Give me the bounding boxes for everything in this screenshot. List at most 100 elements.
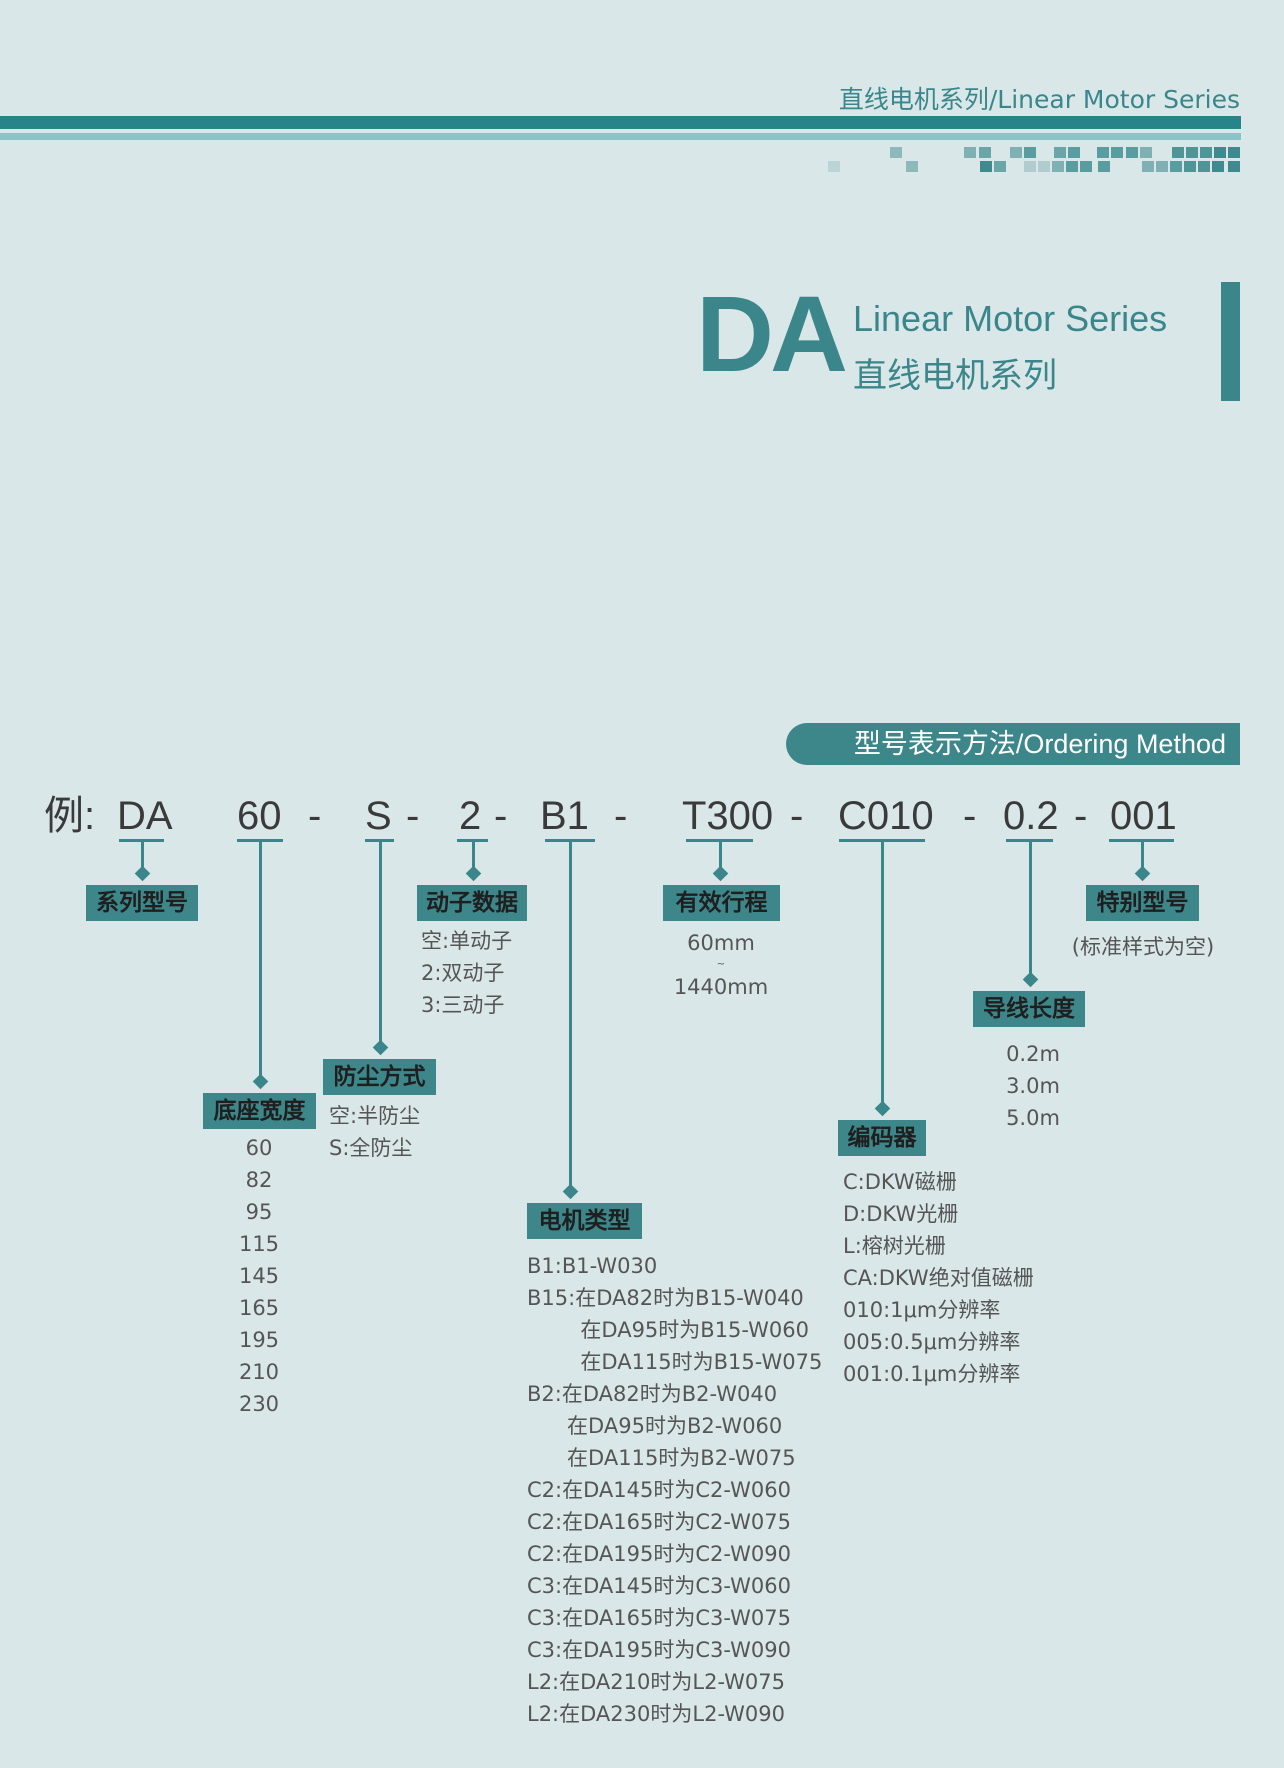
decorative-square: [1198, 161, 1210, 172]
decorative-square: [964, 147, 976, 158]
decorative-square: [1228, 147, 1240, 158]
decorative-square: [1024, 161, 1036, 172]
diamond-marker-icon: [562, 1183, 579, 1200]
diamond-marker-icon: [372, 1039, 389, 1056]
code-part-mover: 2: [459, 794, 482, 838]
series-title-en: Linear Motor Series: [853, 298, 1168, 339]
decorative-square: [1126, 147, 1138, 158]
label-motor-type: 电机类型: [527, 1203, 642, 1239]
diamond-marker-icon: [465, 865, 482, 882]
separator: -: [494, 794, 508, 838]
option-item: 230: [238, 1392, 280, 1416]
label-mover: 动子数据: [417, 885, 527, 921]
connector-line: [259, 840, 262, 1081]
option-item: C3:在DA165时为C3-W075: [527, 1606, 791, 1630]
option-item: 145: [238, 1264, 280, 1288]
option-item: 5.0m: [1006, 1106, 1060, 1130]
option-item: 2:双动子: [421, 961, 505, 985]
code-part-base: 60: [237, 794, 282, 838]
code-part-series: DA: [117, 794, 173, 838]
mover-options: 空:单动子 2:双动子 3:三动子: [421, 925, 512, 1021]
diamond-marker-icon: [134, 865, 151, 882]
decorative-square: [1111, 147, 1123, 158]
option-item: 165: [238, 1296, 280, 1320]
decorative-square: [1142, 161, 1154, 172]
option-item: C2:在DA145时为C2-W060: [527, 1478, 791, 1502]
separator: -: [1074, 794, 1088, 838]
option-item: S:全防尘: [329, 1136, 413, 1160]
motor-type-options: B1:B1-W030 B15:在DA82时为B15-W040 在DA95时为B15…: [527, 1250, 822, 1730]
connector-line: [569, 840, 572, 1191]
connector-line: [1141, 840, 1144, 873]
connector-line: [881, 840, 884, 1108]
option-item: 3.0m: [1006, 1074, 1060, 1098]
decorative-square: [980, 161, 992, 172]
decorative-square: [1054, 147, 1066, 158]
option-item: 空:半防尘: [329, 1104, 421, 1128]
option-item: 0.2m: [1006, 1042, 1060, 1066]
option-item: 95: [245, 1200, 273, 1224]
separator: -: [963, 794, 977, 838]
header-title: 直线电机系列/Linear Motor Series: [838, 85, 1240, 114]
option-item: 在DA95时为B15-W060: [527, 1318, 809, 1342]
special-note: (标准样式为空): [1071, 935, 1215, 959]
code-part-motor: B1: [540, 794, 589, 838]
example-prefix: 例:: [44, 794, 96, 838]
option-item: 210: [238, 1360, 280, 1384]
decorative-square: [1200, 147, 1212, 158]
decorative-square: [1214, 147, 1226, 158]
label-base-width: 底座宽度: [203, 1093, 316, 1129]
option-item: 001:0.1μm分辨率: [843, 1362, 1021, 1386]
code-part-stroke: T300: [682, 794, 774, 838]
separator: -: [406, 794, 420, 838]
decorative-square: [1080, 161, 1092, 172]
decorative-square: [1212, 161, 1224, 172]
header-bar-dark: [0, 116, 1241, 129]
option-item: C2:在DA165时为C2-W075: [527, 1510, 791, 1534]
decorative-square: [1024, 147, 1036, 158]
option-item: 3:三动子: [421, 993, 505, 1017]
stroke-min: 60mm: [687, 931, 755, 955]
option-item: 在DA115时为B2-W075: [527, 1446, 796, 1470]
option-item: 195: [238, 1328, 280, 1352]
label-series: 系列型号: [86, 885, 198, 921]
title-accent-bar: [1221, 282, 1240, 401]
decorative-square: [1010, 147, 1022, 158]
decorative-square: [1156, 161, 1168, 172]
decorative-square: [828, 161, 840, 172]
decorative-square: [1184, 161, 1196, 172]
option-item: CA:DKW绝对值磁栅: [843, 1266, 1034, 1290]
label-encoder: 编码器: [838, 1120, 926, 1156]
label-stroke: 有效行程: [663, 885, 780, 921]
decorative-square: [979, 147, 991, 158]
option-item: C2:在DA195时为C2-W090: [527, 1542, 791, 1566]
connector-line: [719, 840, 722, 873]
series-logo: DA: [696, 273, 848, 394]
option-item: 005:0.5μm分辨率: [843, 1330, 1021, 1354]
decorative-square: [1097, 147, 1109, 158]
diamond-marker-icon: [874, 1100, 891, 1117]
option-item: 010:1μm分辨率: [843, 1298, 1001, 1322]
decorative-square: [1098, 161, 1110, 172]
option-item: C3:在DA195时为C3-W090: [527, 1638, 791, 1662]
decorative-square: [1228, 161, 1240, 172]
option-item: D:DKW光栅: [843, 1202, 959, 1226]
option-item: 在DA115时为B15-W075: [527, 1350, 823, 1374]
decorative-square: [1052, 161, 1064, 172]
option-item: L2:在DA230时为L2-W090: [527, 1702, 786, 1726]
decorative-square: [906, 161, 918, 172]
label-dust: 防尘方式: [323, 1059, 436, 1095]
option-item: B2:在DA82时为B2-W040: [527, 1382, 778, 1406]
connector-line: [141, 840, 144, 873]
decorative-square: [1186, 147, 1198, 158]
diamond-marker-icon: [252, 1073, 269, 1090]
diamond-marker-icon: [1022, 971, 1039, 988]
option-item: 空:单动子: [421, 929, 513, 953]
decorative-square: [1038, 161, 1050, 172]
stroke-range-mark: ~: [716, 959, 726, 970]
connector-line: [472, 840, 475, 873]
separator: -: [308, 794, 322, 838]
label-special: 特别型号: [1086, 885, 1199, 921]
code-part-encoder: C010: [838, 794, 934, 838]
connector-line: [379, 840, 382, 1047]
